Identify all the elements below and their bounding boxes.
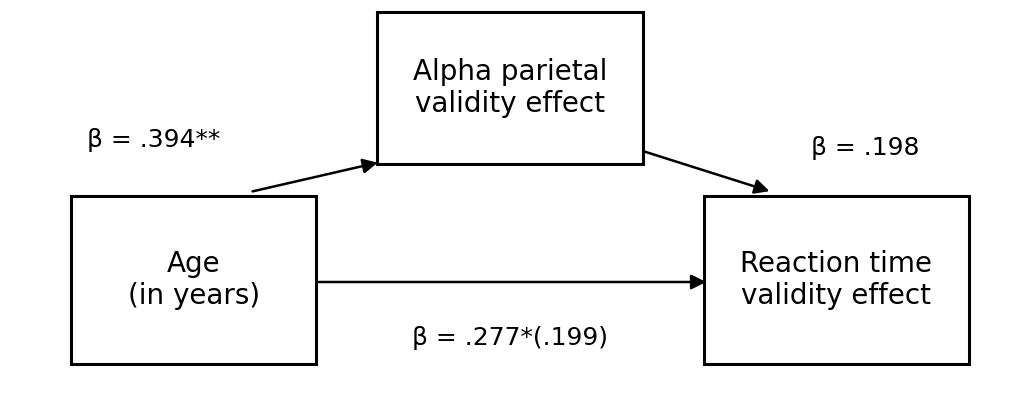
- FancyBboxPatch shape: [703, 196, 968, 364]
- Text: β = .277*(.199): β = .277*(.199): [412, 326, 607, 350]
- Text: Alpha parietal
validity effect: Alpha parietal validity effect: [413, 58, 606, 118]
- Text: β = .198: β = .198: [810, 136, 918, 160]
- Text: Age
(in years): Age (in years): [127, 250, 260, 310]
- Text: Reaction time
validity effect: Reaction time validity effect: [740, 250, 931, 310]
- FancyBboxPatch shape: [377, 12, 642, 164]
- Text: β = .394**: β = .394**: [87, 128, 220, 152]
- FancyBboxPatch shape: [71, 196, 316, 364]
